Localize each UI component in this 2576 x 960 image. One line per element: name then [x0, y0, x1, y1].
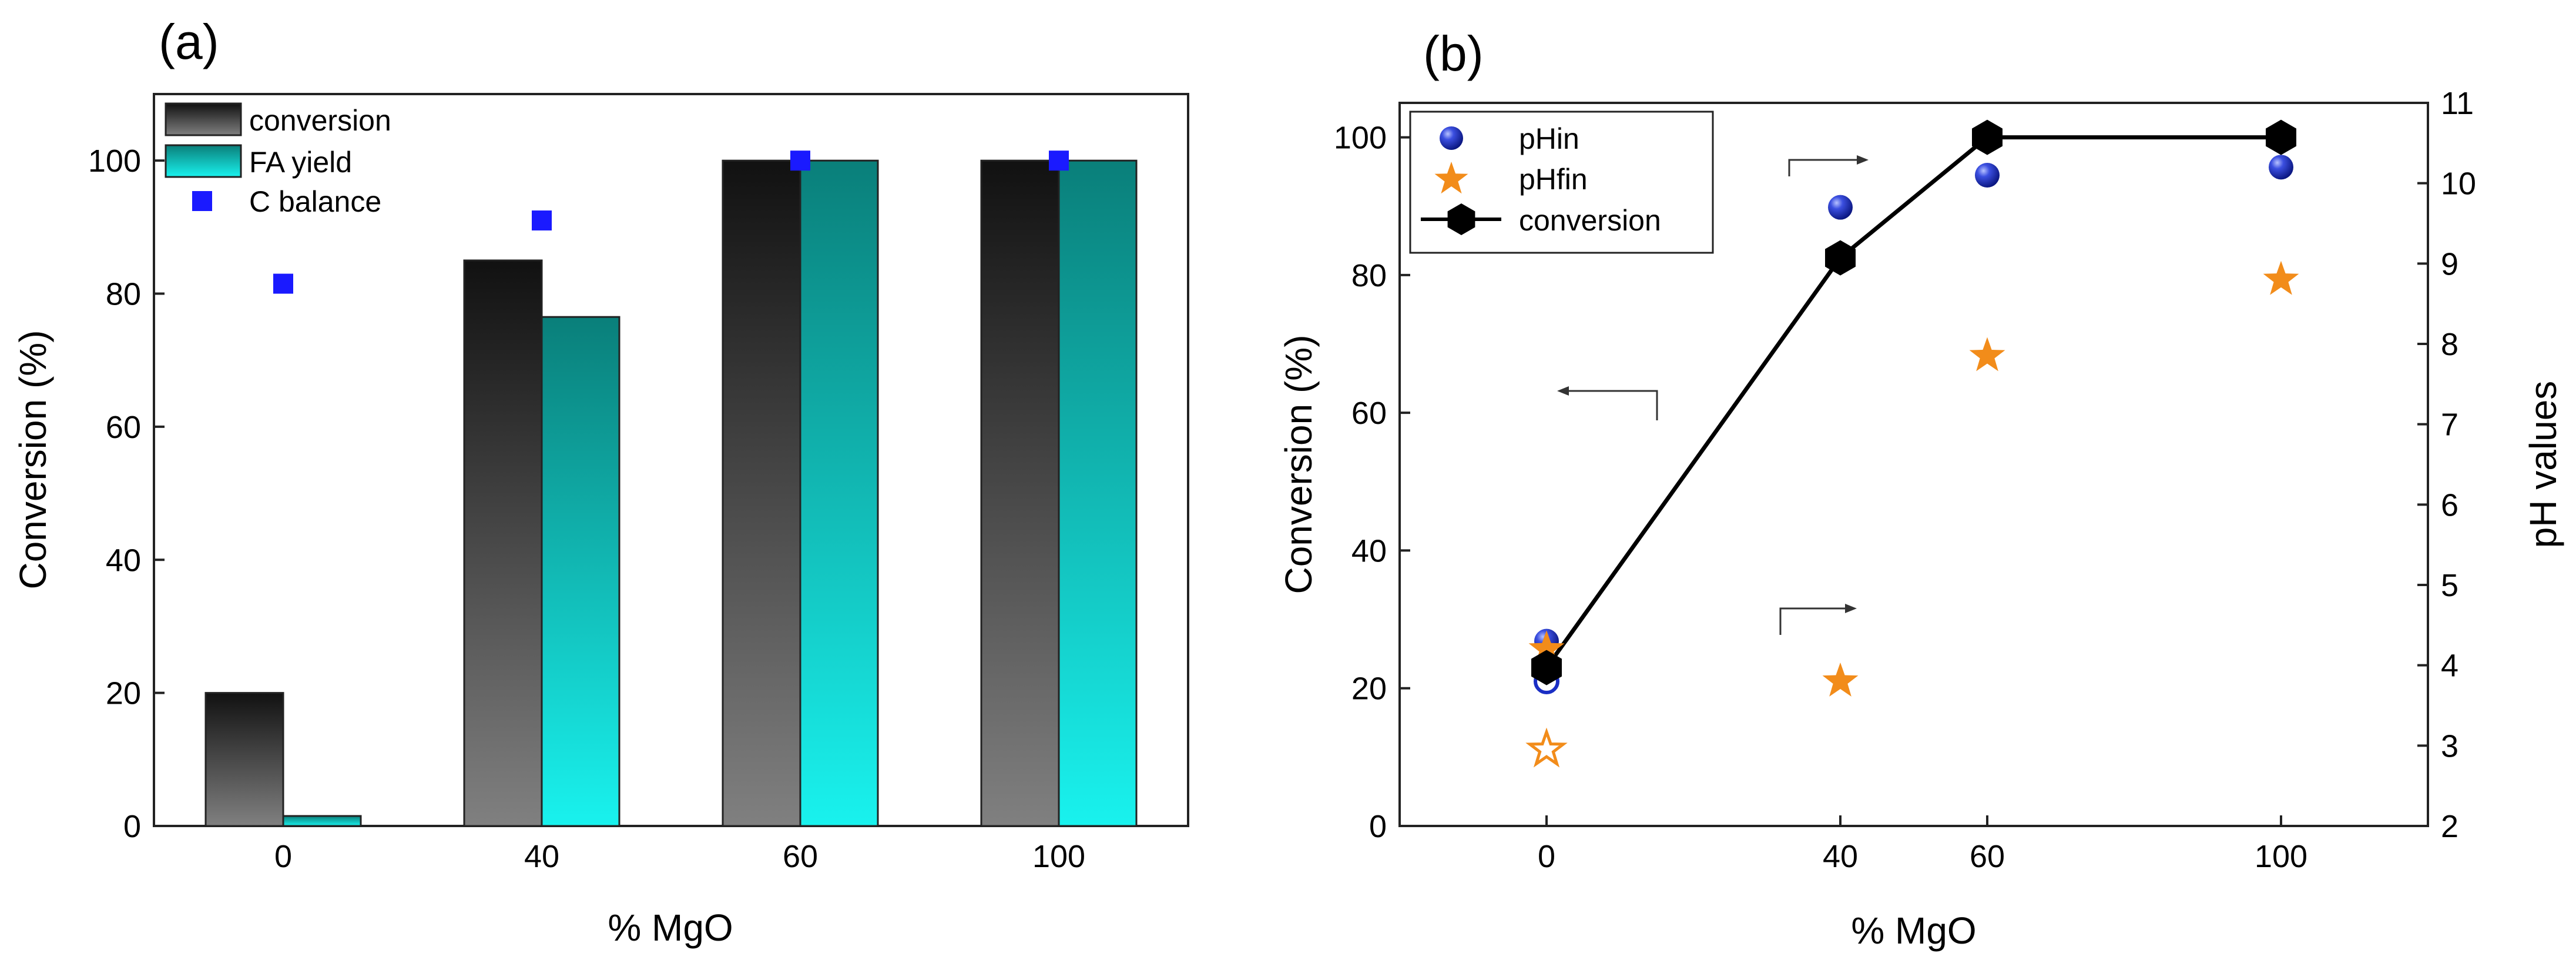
panel-a-bar-chart: (a) 0 20 40 60 80 100 0 40 60 100 % MgO Conversi… — [12, 14, 1189, 949]
bar-conversion — [204, 692, 284, 827]
y2-tick-label: 5 — [2441, 568, 2458, 603]
open-point-phfin — [1525, 727, 1568, 768]
point-phfin — [1822, 663, 1859, 697]
series-line-conversion — [1545, 135, 2281, 669]
panel-a-x-axis: 0 40 60 100 — [274, 815, 1085, 874]
panel-a-label: (a) — [159, 14, 219, 69]
y-tick-label: 20 — [106, 676, 141, 711]
y-tick-label: 60 — [106, 410, 141, 445]
x-tick-label: 0 — [1538, 839, 1555, 874]
bar-fa-yield — [282, 815, 362, 827]
y-tick-label: 40 — [1351, 533, 1387, 568]
panel-b-x-axis-title: % MgO — [1851, 909, 1976, 952]
point-c-balance — [273, 273, 293, 294]
point-conversion — [1531, 650, 1562, 685]
y2-tick-label: 10 — [2441, 166, 2476, 202]
arrow-to-left-axis-head — [1557, 386, 1569, 396]
x-tick-label: 60 — [783, 839, 818, 874]
x-tick-label: 0 — [274, 839, 292, 874]
legend-label-phfin: pHfin — [1519, 163, 1588, 196]
panel-b-scatter-chart: (b) 0 20 40 60 80 100 2 3 4 5 6 7 8 9 10 11 0 40 60 100 %… — [1277, 26, 2564, 952]
y2-tick-label: 11 — [2441, 86, 2474, 121]
arrow-to-right-axis-2-head — [1845, 604, 1857, 613]
point-phin — [2269, 155, 2293, 180]
bar-conversion — [463, 259, 543, 827]
panel-b-legend: pHin pHfin conversion — [1409, 111, 1714, 254]
arrow-to-right-axis-1 — [1788, 159, 1857, 176]
y-tick-label: 0 — [1369, 809, 1387, 844]
point-c-balance — [1049, 150, 1069, 171]
y2-tick-label: 8 — [2441, 327, 2458, 362]
point-phfin — [1528, 630, 1565, 665]
y2-tick-label: 4 — [2441, 648, 2458, 684]
point-phfin — [2263, 260, 2299, 295]
point-conversion — [1972, 119, 2003, 155]
panel-a-c-balance-points — [273, 150, 1069, 294]
panel-a-bars — [204, 159, 1138, 827]
panel-a-y-axis: 0 20 40 60 80 100 — [88, 143, 165, 844]
legend-label-conversion-b: conversion — [1519, 204, 1661, 237]
x-tick-label: 100 — [1032, 839, 1085, 874]
panel-b-points — [1525, 119, 2299, 768]
panel-b-label: (b) — [1423, 26, 1484, 81]
legend-swatch-conversion — [165, 102, 242, 136]
x-tick-label: 40 — [1823, 839, 1858, 874]
legend-swatch-fa-yield — [165, 144, 242, 178]
y-tick-label: 0 — [123, 809, 141, 844]
point-phin — [1975, 163, 2000, 188]
point-conversion — [2266, 119, 2296, 155]
y-tick-label: 80 — [1351, 258, 1387, 293]
legend-label-fa-yield: FA yield — [249, 146, 352, 179]
y-tick-label: 80 — [106, 277, 141, 312]
y2-tick-label: 7 — [2441, 407, 2458, 443]
y-tick-label: 100 — [88, 143, 141, 179]
legend-label-conversion: conversion — [249, 104, 391, 137]
y-tick-label: 40 — [106, 543, 141, 578]
bar-fa-yield — [799, 159, 879, 827]
arrow-to-left-axis — [1569, 390, 1658, 420]
panel-b-x-axis: 0 40 60 100 — [1538, 815, 2307, 874]
point-c-balance — [532, 210, 552, 231]
point-c-balance — [790, 150, 810, 171]
panel-a-y-axis-title: Conversion (%) — [12, 330, 54, 589]
legend-marker-c-balance — [192, 191, 212, 211]
y-tick-label: 20 — [1351, 671, 1387, 707]
y2-tick-label: 9 — [2441, 246, 2458, 282]
panel-a-plot-frame — [153, 93, 1189, 827]
panel-b-right-y-axis: 2 3 4 5 6 7 8 9 10 11 — [2417, 86, 2476, 844]
bar-conversion — [980, 159, 1060, 827]
panel-b-plot-frame — [1398, 102, 2429, 827]
legend-marker-phfin — [1434, 162, 1468, 194]
panel-b-conversion-line — [1545, 135, 2281, 669]
bar-conversion — [722, 159, 801, 827]
point-phin — [1828, 195, 1853, 220]
panel-b-left-y-axis: 0 20 40 60 80 100 — [1334, 121, 1410, 844]
x-tick-label: 100 — [2255, 839, 2307, 874]
panel-b-right-y-axis-title: pH values — [2522, 381, 2564, 548]
x-tick-label: 60 — [1970, 839, 2005, 874]
bar-fa-yield — [541, 316, 620, 827]
arrow-to-right-axis-1-head — [1857, 155, 1869, 165]
y2-tick-label: 6 — [2441, 487, 2458, 523]
bar-fa-yield — [1058, 159, 1138, 827]
panel-a-x-axis-title: % MgO — [608, 907, 733, 949]
point-phfin — [1969, 337, 2005, 372]
legend-label-c-balance: C balance — [249, 185, 381, 218]
y2-tick-label: 3 — [2441, 728, 2458, 764]
y2-tick-label: 2 — [2441, 809, 2458, 844]
point-conversion — [1825, 240, 1856, 276]
panel-b-legend-box — [1409, 111, 1714, 254]
arrow-to-right-axis-2 — [1779, 607, 1845, 635]
legend-marker-conversion — [1447, 203, 1475, 235]
y-tick-label: 100 — [1334, 121, 1387, 156]
legend-marker-phin — [1440, 126, 1463, 150]
legend-label-phin: pHin — [1519, 122, 1579, 155]
x-tick-label: 40 — [524, 839, 559, 874]
y-tick-label: 60 — [1351, 396, 1387, 431]
panel-a-legend: conversion FA yield C balance — [165, 102, 391, 218]
panel-b-left-y-axis-title: Conversion (%) — [1277, 335, 1320, 594]
